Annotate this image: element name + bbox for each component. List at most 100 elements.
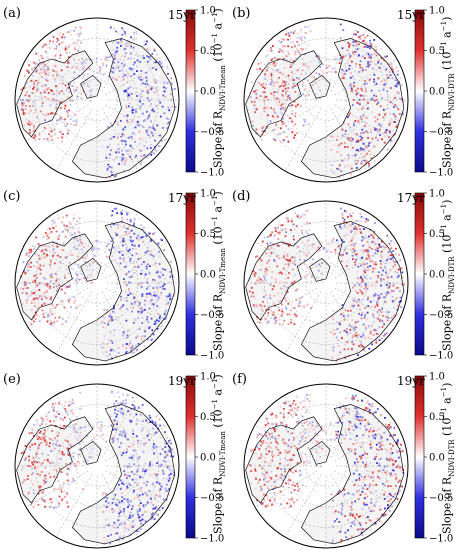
colorbar-tick-label: −0.5 bbox=[200, 310, 224, 321]
land-area bbox=[80, 441, 102, 465]
panel-label: (f) bbox=[232, 372, 247, 387]
slope-pixels bbox=[249, 23, 405, 179]
map-boundary bbox=[243, 17, 409, 183]
colorbar-tick-label: −0.5 bbox=[200, 493, 224, 504]
colorbar-tick-label: 1.0 bbox=[429, 372, 445, 383]
slope-pixels bbox=[20, 26, 177, 179]
graticule bbox=[244, 384, 408, 548]
colorbar-title: Slope of RNDVI-Tmean (10−1 a−1) bbox=[211, 374, 227, 534]
polar-map: 1.0 0.5 0.0 −0.5 −1.0 bbox=[14, 189, 224, 366]
period-label: 15yr bbox=[397, 8, 425, 22]
panel-label: (b) bbox=[232, 6, 251, 21]
colorbar-tick-label: 0.5 bbox=[200, 229, 216, 240]
period-label: 15yr bbox=[168, 8, 196, 22]
land-area bbox=[72, 221, 175, 361]
colorbar-tick-label: −0.5 bbox=[200, 127, 224, 138]
period-label: 19yr bbox=[397, 374, 425, 388]
colorbar-tick-label: 0.5 bbox=[429, 412, 445, 423]
colorbar bbox=[185, 192, 196, 356]
land-area bbox=[301, 38, 404, 178]
colorbar-tick-label: 0.5 bbox=[200, 46, 216, 57]
graticule bbox=[244, 18, 408, 182]
colorbar-tick-label: 0.0 bbox=[200, 87, 216, 98]
map-panel: 1.0 0.5 0.0 −0.5 −1.0 (a) 15yr Slope of RNDVI-T… bbox=[0, 0, 229, 183]
colorbar-tick-label: 0.5 bbox=[200, 412, 216, 423]
map-boundary bbox=[243, 383, 409, 549]
map-boundary bbox=[243, 200, 409, 366]
graticule bbox=[15, 201, 179, 365]
colorbar-tick-label: 0.0 bbox=[429, 87, 445, 98]
colorbar-tick-label: 0.0 bbox=[429, 453, 445, 464]
colorbar-tick-label: 0.0 bbox=[429, 270, 445, 281]
land-area bbox=[309, 441, 331, 465]
colorbar-tick-label: −1.0 bbox=[429, 534, 453, 545]
polar-map: 1.0 0.5 0.0 −0.5 −1.0 bbox=[243, 6, 453, 183]
colorbar bbox=[185, 9, 196, 173]
slope-pixels bbox=[19, 389, 176, 545]
colorbar-tick-label: 0.5 bbox=[429, 229, 445, 240]
panel-label: (a) bbox=[3, 6, 21, 21]
slope-pixels bbox=[20, 207, 176, 362]
coastline bbox=[16, 38, 176, 179]
colorbar-tick-label: −1.0 bbox=[200, 168, 224, 179]
colorbar-title: Slope of RNDVI-DTR (10−1 a−1) bbox=[440, 382, 456, 534]
colorbar-tick-label: 1.0 bbox=[429, 6, 445, 17]
map-boundary bbox=[14, 17, 180, 183]
map-panel: 1.0 0.5 0.0 −0.5 −1.0 (d) 17yr Slope of RNDVI-D… bbox=[229, 183, 458, 366]
colorbar-tick-label: −1.0 bbox=[200, 351, 224, 362]
panel-label: (e) bbox=[3, 372, 21, 387]
colorbar bbox=[414, 9, 425, 173]
period-label: 17yr bbox=[397, 191, 425, 205]
colorbar-tick-label: 1.0 bbox=[200, 189, 216, 200]
land-area bbox=[80, 75, 102, 99]
polar-map: 1.0 0.5 0.0 −0.5 −1.0 bbox=[14, 372, 224, 549]
map-panel: 1.0 0.5 0.0 −0.5 −1.0 (c) 17yr Slope of RNDVI-T… bbox=[0, 183, 229, 366]
land-area bbox=[245, 233, 322, 320]
colorbar-title: Slope of RNDVI-DTR (10−1 a−1) bbox=[440, 16, 456, 168]
map-panel: 1.0 0.5 0.0 −0.5 −1.0 (b) 15yr Slope of RNDVI-D… bbox=[229, 0, 458, 183]
colorbar bbox=[414, 375, 425, 539]
colorbar-tick-label: 0.0 bbox=[200, 453, 216, 464]
coastline bbox=[245, 38, 405, 179]
coastline bbox=[16, 404, 176, 545]
colorbar-tick-label: 1.0 bbox=[429, 189, 445, 200]
colorbar-tick-label: 1.0 bbox=[200, 6, 216, 17]
land-area bbox=[245, 416, 322, 503]
map-panel: 1.0 0.5 0.0 −0.5 −1.0 (e) 19yr Slope of RNDVI-T… bbox=[0, 366, 229, 549]
panel-label: (c) bbox=[3, 189, 21, 204]
period-label: 17yr bbox=[168, 191, 196, 205]
coastline bbox=[245, 404, 405, 545]
colorbar-tick-label: 0.0 bbox=[200, 270, 216, 281]
colorbar-tick-label: −0.5 bbox=[429, 493, 453, 504]
colorbar bbox=[414, 192, 425, 356]
graticule bbox=[15, 384, 179, 548]
coastline bbox=[16, 221, 176, 362]
graticule bbox=[244, 201, 408, 365]
polar-map: 1.0 0.5 0.0 −0.5 −1.0 bbox=[243, 372, 453, 549]
colorbar-tick-label: −0.5 bbox=[429, 127, 453, 138]
colorbar-title: Slope of RNDVI-Tmean (10−1 a−1) bbox=[211, 8, 227, 168]
map-boundary bbox=[14, 383, 180, 549]
map-panel: 1.0 0.5 0.0 −0.5 −1.0 (f) 19yr Slope of RNDVI-D… bbox=[229, 366, 458, 549]
colorbar-title: Slope of RNDVI-DTR (10−1 a−1) bbox=[440, 199, 456, 351]
colorbar bbox=[185, 375, 196, 539]
land-area bbox=[16, 416, 93, 503]
polar-map: 1.0 0.5 0.0 −0.5 −1.0 bbox=[243, 189, 453, 366]
colorbar-tick-label: −0.5 bbox=[429, 310, 453, 321]
coastline bbox=[245, 221, 405, 362]
colorbar-title: Slope of RNDVI-Tmean (10−1 a−1) bbox=[211, 191, 227, 351]
land-area bbox=[16, 233, 93, 320]
graticule bbox=[15, 18, 179, 182]
panel-label: (d) bbox=[232, 189, 251, 204]
period-label: 19yr bbox=[168, 374, 196, 388]
polar-map: 1.0 0.5 0.0 −0.5 −1.0 bbox=[14, 6, 224, 183]
colorbar-tick-label: −1.0 bbox=[429, 351, 453, 362]
map-boundary bbox=[14, 200, 180, 366]
colorbar-tick-label: 1.0 bbox=[200, 372, 216, 383]
colorbar-tick-label: −1.0 bbox=[200, 534, 224, 545]
colorbar-tick-label: 0.5 bbox=[429, 46, 445, 57]
land-area bbox=[301, 221, 404, 361]
slope-pixels bbox=[249, 391, 405, 544]
colorbar-tick-label: −1.0 bbox=[429, 168, 453, 179]
